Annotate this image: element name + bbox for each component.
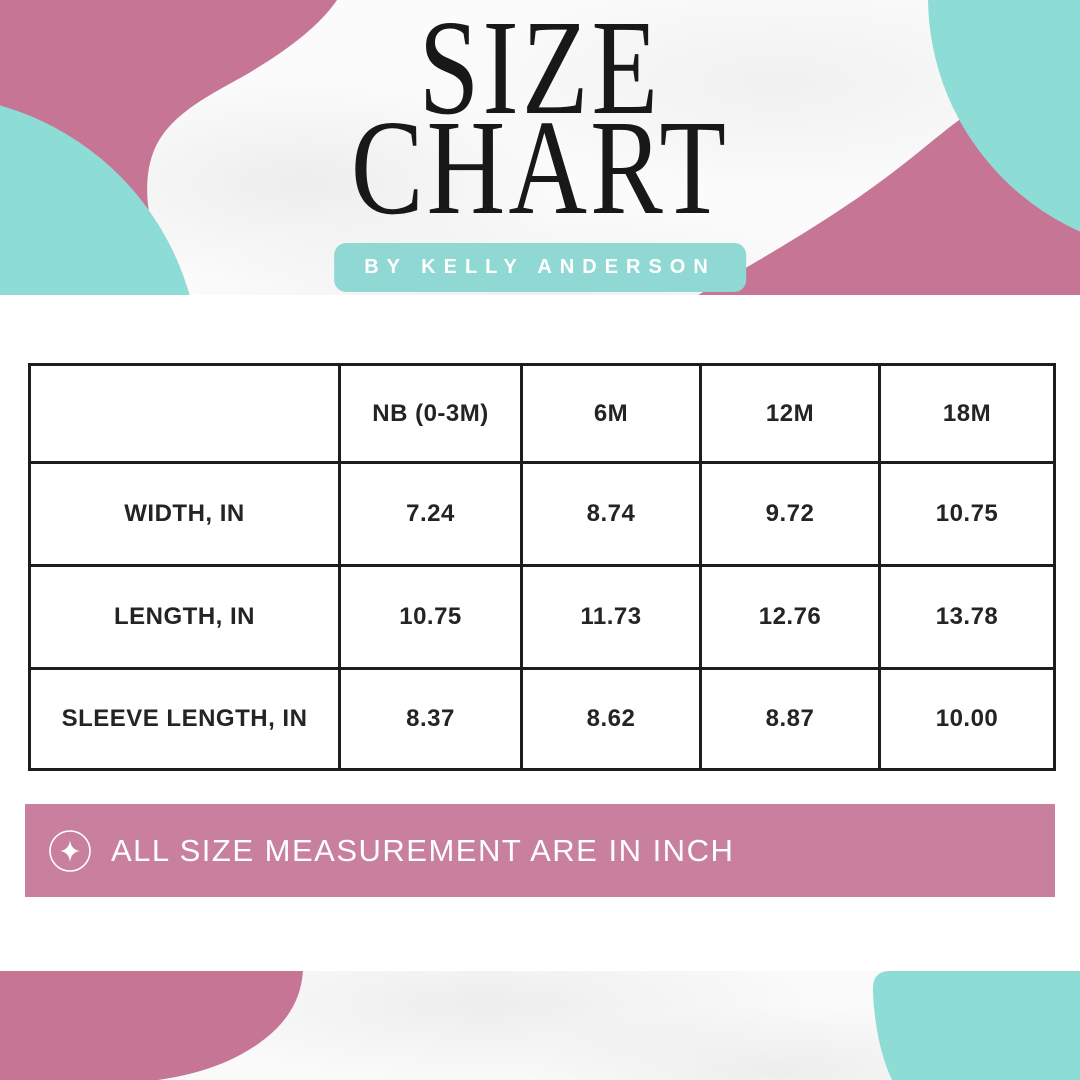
sleeve-nb: 8.37 — [338, 667, 523, 771]
col-header-18m: 18M — [878, 363, 1056, 464]
title-line-2: CHART — [350, 93, 730, 243]
row-label-sleeve-length: SLEEVE LENGTH, IN — [28, 667, 341, 771]
byline-badge: BY KELLY ANDERSON — [334, 243, 746, 292]
byline-text: BY KELLY ANDERSON — [364, 256, 716, 278]
row-label-length: LENGTH, IN — [28, 564, 341, 670]
row-label-width: WIDTH, IN — [28, 461, 341, 567]
measurement-note-bar: ALL SIZE MEASUREMENT ARE IN INCH — [25, 804, 1055, 897]
width-6m: 8.74 — [520, 461, 702, 567]
table-row-length: LENGTH, IN 10.75 11.73 12.76 13.78 — [28, 564, 1056, 670]
col-header-nb: NB (0-3M) — [338, 363, 523, 464]
table-corner-cell — [28, 363, 341, 464]
length-6m: 11.73 — [520, 564, 702, 670]
length-18m: 13.78 — [878, 564, 1056, 670]
sleeve-12m: 8.87 — [699, 667, 881, 771]
header-decoration — [0, 0, 1080, 295]
footer-banner — [0, 971, 1080, 1080]
table-header-row: NB (0-3M) 6M 12M 18M — [28, 363, 1056, 464]
teal-blob-bottom-right — [872, 971, 1080, 1080]
header-banner: SIZE CHART BY KELLY ANDERSON — [0, 0, 1080, 295]
length-12m: 12.76 — [699, 564, 881, 670]
title-line-1: SIZE — [418, 0, 662, 143]
sleeve-18m: 10.00 — [878, 667, 1056, 771]
col-header-6m: 6M — [520, 363, 702, 464]
table-row-sleeve-length: SLEEVE LENGTH, IN 8.37 8.62 8.87 10.00 — [28, 667, 1056, 771]
table-row-width: WIDTH, IN 7.24 8.74 9.72 10.75 — [28, 461, 1056, 567]
length-nb: 10.75 — [338, 564, 523, 670]
sleeve-6m: 8.62 — [520, 667, 702, 771]
teal-circle-top-left — [0, 105, 190, 295]
pink-blob-bottom-left — [0, 971, 303, 1080]
sparkle-icon — [49, 829, 91, 872]
width-12m: 9.72 — [699, 461, 881, 567]
size-table: NB (0-3M) 6M 12M 18M WIDTH, IN 7.24 8.74… — [28, 363, 1056, 771]
page-title: SIZE CHART — [108, 0, 972, 243]
width-18m: 10.75 — [878, 461, 1056, 567]
teal-circle-top-right — [928, 0, 1080, 232]
measurement-note-text: ALL SIZE MEASUREMENT ARE IN INCH — [111, 832, 735, 868]
col-header-12m: 12M — [699, 363, 881, 464]
width-nb: 7.24 — [338, 461, 523, 567]
